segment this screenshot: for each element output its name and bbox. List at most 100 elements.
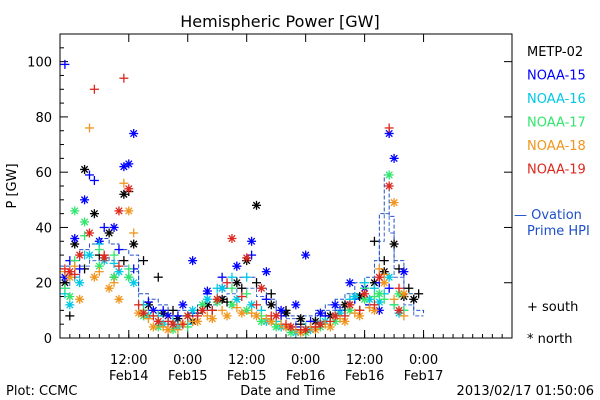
star-d2 <box>80 165 89 174</box>
star-d2 <box>262 268 271 276</box>
y-tick-label: 60 <box>35 166 52 181</box>
star-d2 <box>85 251 94 259</box>
star-d2 <box>292 301 300 309</box>
x-tick-label-time: 0:00 <box>409 353 438 368</box>
x-tick-label-date: Feb16 <box>345 369 385 384</box>
north-point <box>193 316 203 326</box>
star-d2 <box>154 317 162 326</box>
south-point <box>153 272 163 282</box>
x-tick-label-time: 0:00 <box>291 353 320 368</box>
star-d2 <box>380 279 388 287</box>
star-d2 <box>100 254 108 262</box>
north-point <box>75 278 85 288</box>
x-tick-label-time: 0:00 <box>173 353 202 368</box>
y-tick-label: 100 <box>27 56 52 71</box>
south-point <box>232 303 242 313</box>
north-point <box>75 250 85 260</box>
legend-item: NOAA-17 <box>527 116 586 131</box>
north-point <box>183 311 193 321</box>
north-point <box>178 300 188 310</box>
star-d2 <box>301 251 310 259</box>
north-point <box>286 322 296 332</box>
south-point <box>369 236 379 246</box>
north-point <box>80 164 90 174</box>
south-point <box>394 283 404 293</box>
x-axis-ticks: 12:00Feb140:00Feb1512:00Feb150:00Feb1612… <box>69 34 503 384</box>
north-point <box>301 250 311 260</box>
star-d2 <box>110 223 118 232</box>
south-point <box>143 314 153 324</box>
star-d2 <box>169 320 177 328</box>
south-point <box>114 261 124 271</box>
star-d2 <box>125 185 133 193</box>
legend-item: NOAA-18 <box>527 139 586 154</box>
star-d2 <box>257 284 266 292</box>
star-d2 <box>71 240 79 248</box>
north-point <box>291 300 301 310</box>
star-d2 <box>297 314 305 323</box>
south-point <box>65 311 75 321</box>
north-point <box>197 305 207 315</box>
star-d2 <box>71 207 79 215</box>
south-point <box>237 283 247 293</box>
north-point <box>124 184 134 194</box>
star-d2 <box>208 314 216 323</box>
star-d2 <box>375 273 384 281</box>
north-point <box>114 206 124 216</box>
south-point <box>325 316 335 326</box>
star-d2 <box>301 326 310 334</box>
star-d2 <box>233 279 241 287</box>
north-point <box>114 294 124 304</box>
star-d2 <box>90 209 99 218</box>
star-d2 <box>228 234 236 243</box>
south-point <box>374 264 384 274</box>
south-point <box>119 256 129 266</box>
south-point <box>99 222 109 232</box>
star-d2 <box>370 306 379 315</box>
north-point <box>65 292 75 302</box>
star-d2 <box>410 295 418 303</box>
star-d2 <box>130 240 138 248</box>
north-point <box>89 272 99 282</box>
star-d2 <box>252 201 261 210</box>
south-point <box>340 311 350 321</box>
south-point <box>134 300 144 310</box>
north-point <box>330 300 340 310</box>
north-point <box>256 283 266 293</box>
north-point <box>80 217 90 227</box>
x-tick-label-date: Feb16 <box>286 369 326 384</box>
x-tick-label-time: 12:00 <box>346 353 383 368</box>
north-point <box>350 292 360 302</box>
star-d2 <box>66 268 74 276</box>
north-point <box>296 314 306 324</box>
south-point <box>84 170 94 180</box>
north-point <box>330 311 340 321</box>
south-point <box>168 305 178 315</box>
y-axis-label: P [GW] <box>5 163 20 208</box>
legend: METP-02 NOAA-15 NOAA-16 NOAA-17 NOAA-18 NOAA-… <box>514 45 590 239</box>
star-d2 <box>218 284 226 292</box>
star-d2 <box>395 306 403 315</box>
legend-item: NOAA-15 <box>527 69 586 84</box>
footer-plot-credit: Plot: CCMC <box>6 384 77 399</box>
star-d2 <box>311 317 320 326</box>
south-point <box>94 267 104 277</box>
x-tick-label-time: 12:00 <box>228 353 265 368</box>
y-tick-label: 40 <box>35 221 52 236</box>
south-point <box>148 311 158 321</box>
star-d2 <box>213 295 221 303</box>
north-point <box>252 200 262 210</box>
north-point <box>389 153 399 163</box>
data-points <box>60 59 424 337</box>
south-point <box>193 311 203 321</box>
south-point <box>252 278 262 288</box>
north-point <box>389 198 399 208</box>
north-point <box>207 314 217 324</box>
north-point <box>212 294 222 304</box>
south-point <box>75 264 85 274</box>
star-d2 <box>85 229 94 237</box>
south-point <box>404 283 414 293</box>
south-point <box>379 256 389 266</box>
north-point <box>188 256 198 266</box>
north-point <box>389 239 399 249</box>
